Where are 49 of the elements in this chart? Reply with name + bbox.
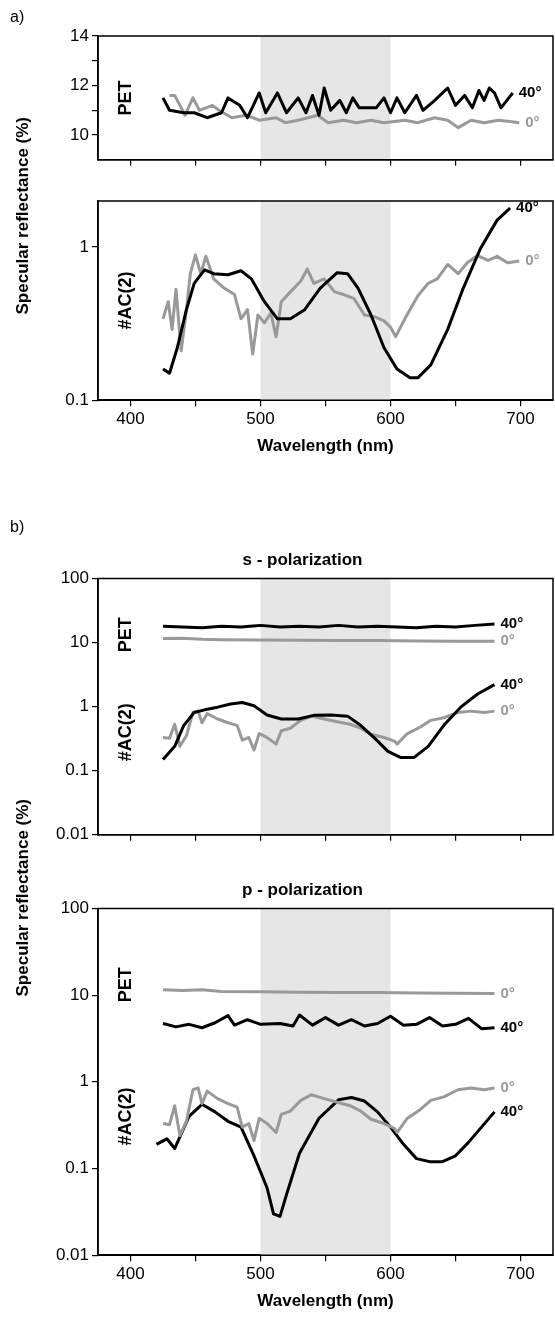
series-label: 40° xyxy=(518,83,542,101)
series-label: 0° xyxy=(500,631,515,649)
annotation: #AC(2) xyxy=(114,1087,135,1146)
chart-title: p - polarization xyxy=(242,879,363,899)
y-tick-label: 1 xyxy=(79,1071,89,1091)
annotation: PET xyxy=(114,617,135,653)
series-label: 0° xyxy=(500,701,515,719)
y-axis-title: Specular reflectance (%) xyxy=(13,116,33,315)
y-tick-label: 10 xyxy=(70,124,89,144)
x-tick-label: 400 xyxy=(116,1264,145,1284)
text: a) xyxy=(10,8,25,26)
y-tick-label: 0.01 xyxy=(55,824,89,844)
series-label: 40° xyxy=(500,1017,524,1035)
annotation: PET xyxy=(114,967,135,1003)
x-tick-label: 500 xyxy=(246,409,275,429)
x-tick-label: 600 xyxy=(376,1264,405,1284)
series-label: 40° xyxy=(500,614,524,632)
y-tick-label: 12 xyxy=(70,75,89,95)
y-tick-label: 100 xyxy=(60,568,89,588)
y-tick-label: 10 xyxy=(70,984,89,1004)
annotation: #AC(2) xyxy=(114,703,135,762)
text: b) xyxy=(10,518,25,536)
x-tick-label: 400 xyxy=(116,409,145,429)
x-tick-label: 700 xyxy=(506,1264,535,1284)
y-tick-label: 0.1 xyxy=(65,389,89,409)
chart-title: s - polarization xyxy=(242,549,363,569)
y-tick-label: 1 xyxy=(79,236,89,256)
y-tick-label: 1 xyxy=(79,696,89,716)
y-axis-title: Specular reflectance (%) xyxy=(13,799,33,997)
annotation: PET xyxy=(114,80,135,116)
y-tick-label: 0.01 xyxy=(55,1244,89,1264)
y-tick-label: 100 xyxy=(60,898,89,918)
series-label: 40° xyxy=(516,198,539,216)
series-label: 0° xyxy=(525,251,540,269)
x-axis-title: Wavelength (nm) xyxy=(257,436,394,456)
y-tick-label: 14 xyxy=(70,25,89,45)
y-tick-label: 0.1 xyxy=(65,1158,89,1178)
series-label: 40° xyxy=(500,1102,524,1120)
series-label: 0° xyxy=(500,1078,515,1096)
x-tick-label: 700 xyxy=(506,409,535,429)
series-label: 0° xyxy=(525,112,540,130)
series-label: 0° xyxy=(500,983,515,1001)
series-label: 40° xyxy=(500,674,524,692)
y-tick-label: 10 xyxy=(70,632,89,652)
x-tick-label: 600 xyxy=(376,409,405,429)
y-tick-label: 0.1 xyxy=(65,760,89,780)
annotation: #AC(2) xyxy=(114,271,135,330)
x-axis-title: Wavelength (nm) xyxy=(257,1291,394,1311)
x-tick-label: 500 xyxy=(246,1264,275,1284)
